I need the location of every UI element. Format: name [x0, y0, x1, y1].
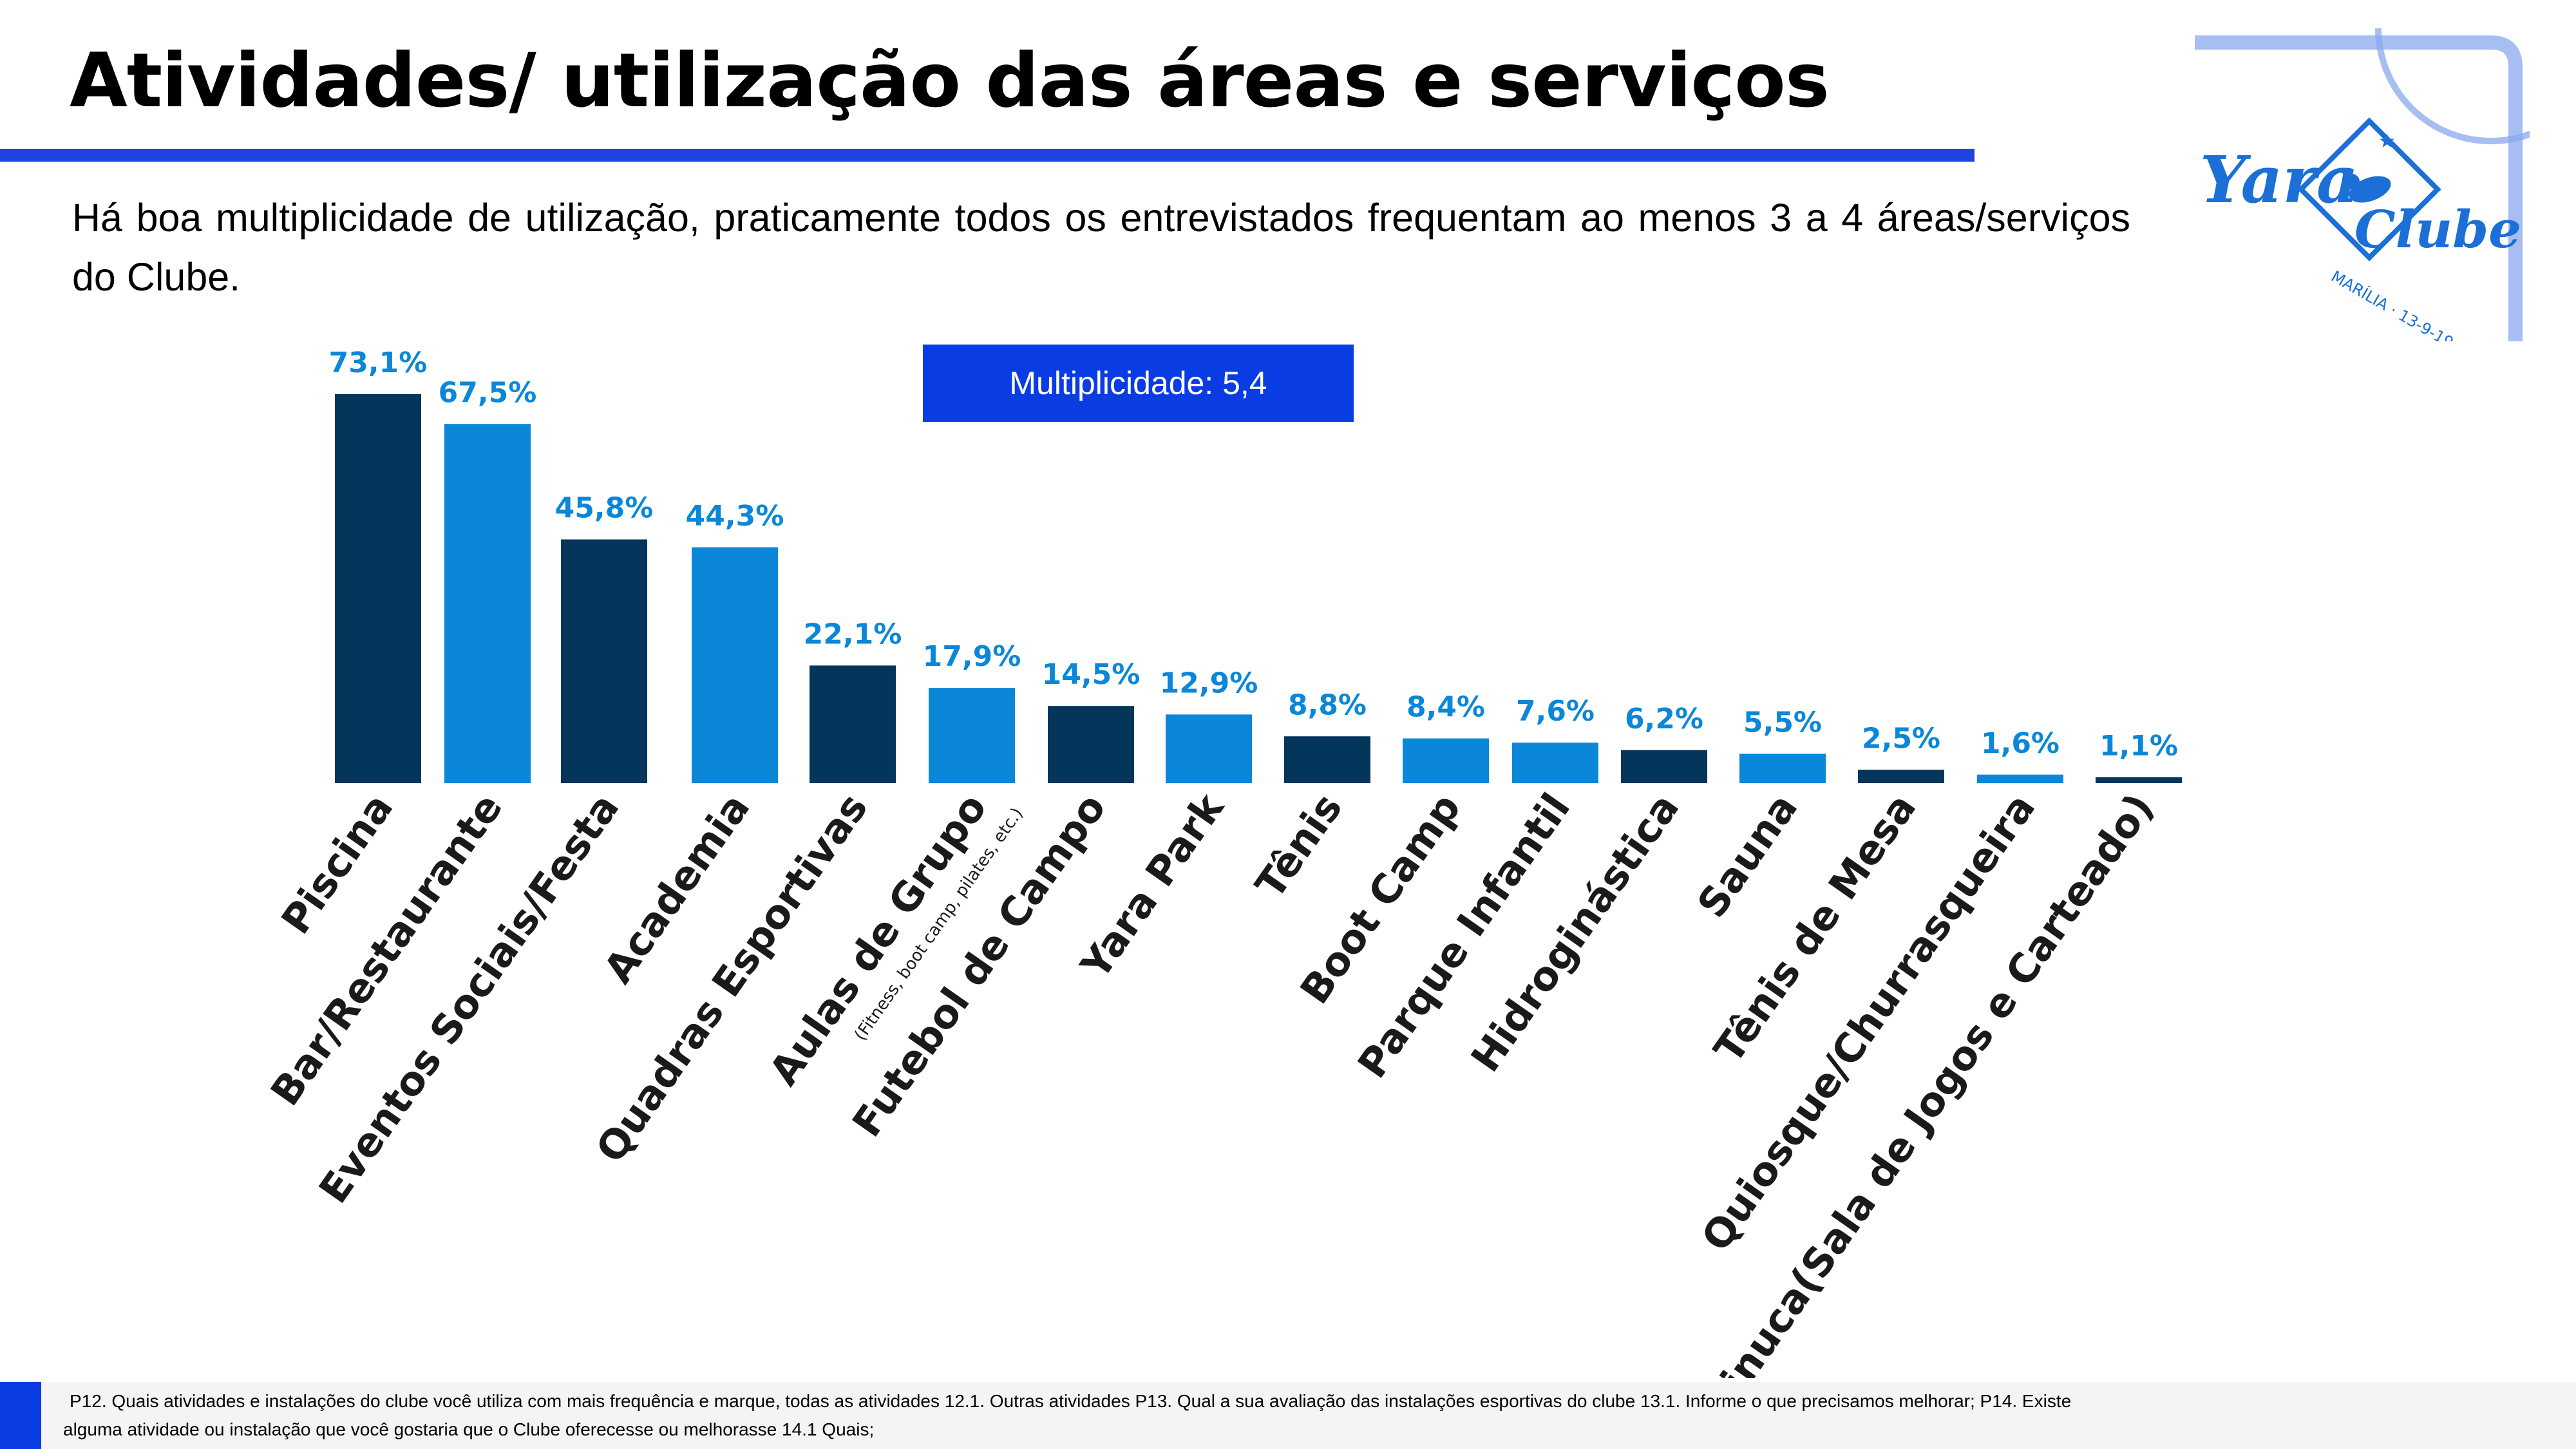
page-title: Atividades/ utilização das áreas e servi…	[70, 37, 1830, 124]
value-label-7: 12,9%	[1160, 667, 1258, 699]
category-label-5: Aulas de Grupo	[760, 785, 996, 1094]
bar-11	[1621, 750, 1707, 783]
value-label-2: 45,8%	[555, 492, 654, 525]
value-label-12: 5,5%	[1743, 706, 1822, 739]
value-label-8: 8,8%	[1288, 688, 1367, 721]
bar-5	[929, 688, 1015, 783]
bar-14	[1977, 774, 2063, 783]
bar-0	[335, 394, 421, 783]
value-label-4: 22,1%	[804, 618, 902, 650]
bar-8	[1284, 736, 1370, 783]
value-label-3: 44,3%	[686, 500, 784, 533]
logo-frame-corner	[2195, 35, 2523, 341]
value-label-13: 2,5%	[1862, 722, 1940, 755]
multiplicity-badge: Multiplicidade: 5,4	[923, 345, 1354, 422]
value-label-6: 14,5%	[1042, 658, 1141, 691]
footnote-line-1: P12. Quais atividades e instalações do c…	[70, 1391, 2072, 1411]
value-label-0: 73,1%	[329, 346, 428, 379]
yara-clube-logo: ★ Yara Clube MARÍLIA · 13-9-1940	[2195, 28, 2530, 341]
bar-4	[810, 665, 896, 783]
usage-bar-chart: 73,1%Piscina67,5%Bar/Restaurante45,8%Eve…	[261, 346, 2182, 1378]
value-label-10: 7,6%	[1516, 695, 1595, 728]
bar-3	[692, 547, 778, 783]
bar-9	[1403, 738, 1489, 783]
logo-frame-arc	[2375, 28, 2530, 144]
category-label-15: Sinuca(Sala de Jogos e Carteado)	[1695, 785, 2163, 1378]
bar-6	[1048, 706, 1134, 783]
bar-2	[561, 539, 647, 783]
category-label-8: Tênis	[1246, 785, 1351, 907]
logo-wordmark-right: Clube	[2354, 199, 2521, 260]
bar-10	[1512, 743, 1598, 783]
bar-15	[2096, 777, 2182, 783]
category-label-11: Hidroginástica	[1462, 785, 1689, 1081]
value-label-11: 6,2%	[1625, 703, 1703, 735]
logo-star-icon: ★	[2378, 130, 2396, 153]
footnote-line-2: alguma atividade ou instalação que você …	[63, 1419, 875, 1439]
bar-13	[1858, 770, 1944, 783]
value-label-14: 1,6%	[1981, 727, 2060, 760]
value-label-9: 8,4%	[1406, 691, 1485, 724]
title-underline	[0, 149, 1975, 162]
bar-12	[1739, 753, 1826, 783]
value-label-5: 17,9%	[923, 640, 1021, 673]
bar-7	[1166, 714, 1252, 783]
page-subtitle: Há boa multiplicidade de utilização, pra…	[72, 196, 2130, 299]
category-label-12: Sauna	[1688, 785, 1806, 926]
footnote: P12. Quais atividades e instalações do c…	[63, 1387, 2446, 1444]
value-label-15: 1,1%	[2099, 730, 2178, 762]
multiplicity-label: Multiplicidade: 5,4	[1009, 365, 1267, 401]
bar-1	[444, 424, 531, 783]
footer: P12. Quais atividades e instalações do c…	[0, 1382, 2576, 1449]
logo-wordmark-left: Yara	[2200, 142, 2358, 218]
value-label-1: 67,5%	[439, 376, 537, 409]
footer-accent-bar	[0, 1382, 41, 1449]
